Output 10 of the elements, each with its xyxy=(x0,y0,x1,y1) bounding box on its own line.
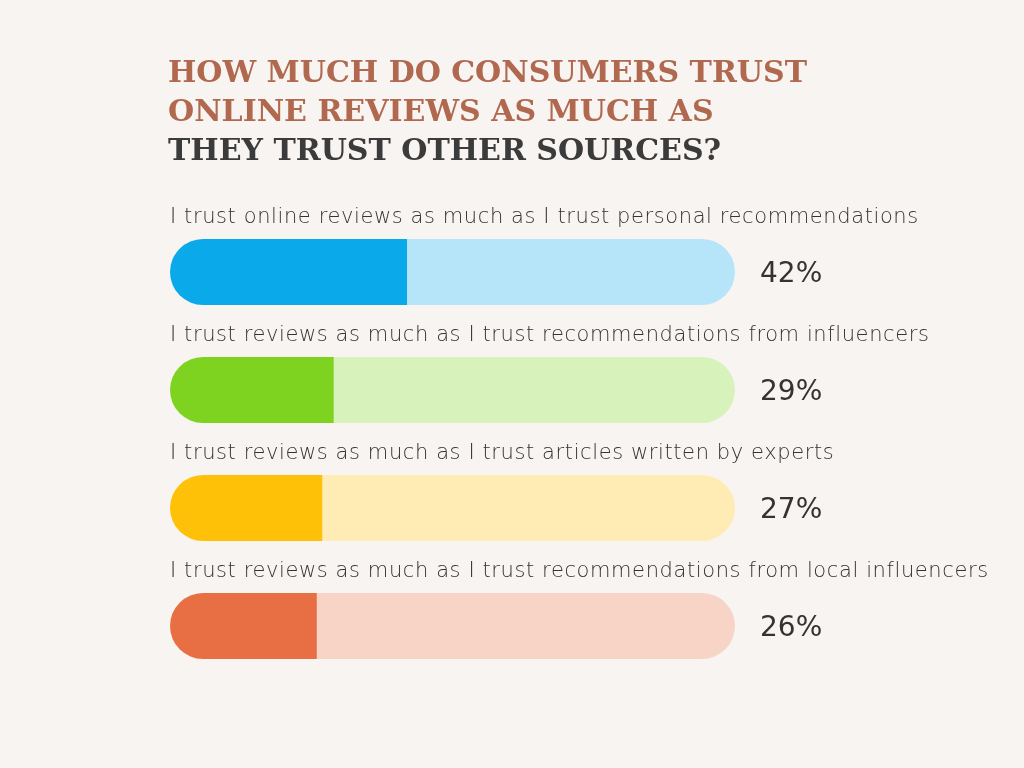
data-label: 42% xyxy=(760,256,823,289)
chart-subtitle: THEY TRUST OTHER SOURCES? xyxy=(168,131,723,169)
data-label: 26% xyxy=(760,610,823,643)
data-label: 29% xyxy=(760,374,823,407)
data-label: 27% xyxy=(760,492,823,525)
chart-title: HOW MUCH DO CONSUMERS TRUST ONLINE REVIEWS AS MUCH AS xyxy=(168,53,808,130)
y-tick-label: I trust reviews as much as I trust recommendations from influencers xyxy=(170,322,930,346)
y-tick-label: I trust reviews as much as I trust articles written by experts xyxy=(170,440,835,464)
y-tick-label: I trust reviews as much as I trust recommendations from local influencers xyxy=(170,558,989,582)
y-tick-label: I trust online reviews as much as I trust personal recommendations xyxy=(170,204,919,228)
